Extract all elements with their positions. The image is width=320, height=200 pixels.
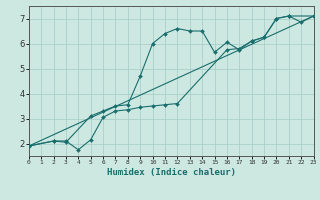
X-axis label: Humidex (Indice chaleur): Humidex (Indice chaleur) — [107, 168, 236, 177]
